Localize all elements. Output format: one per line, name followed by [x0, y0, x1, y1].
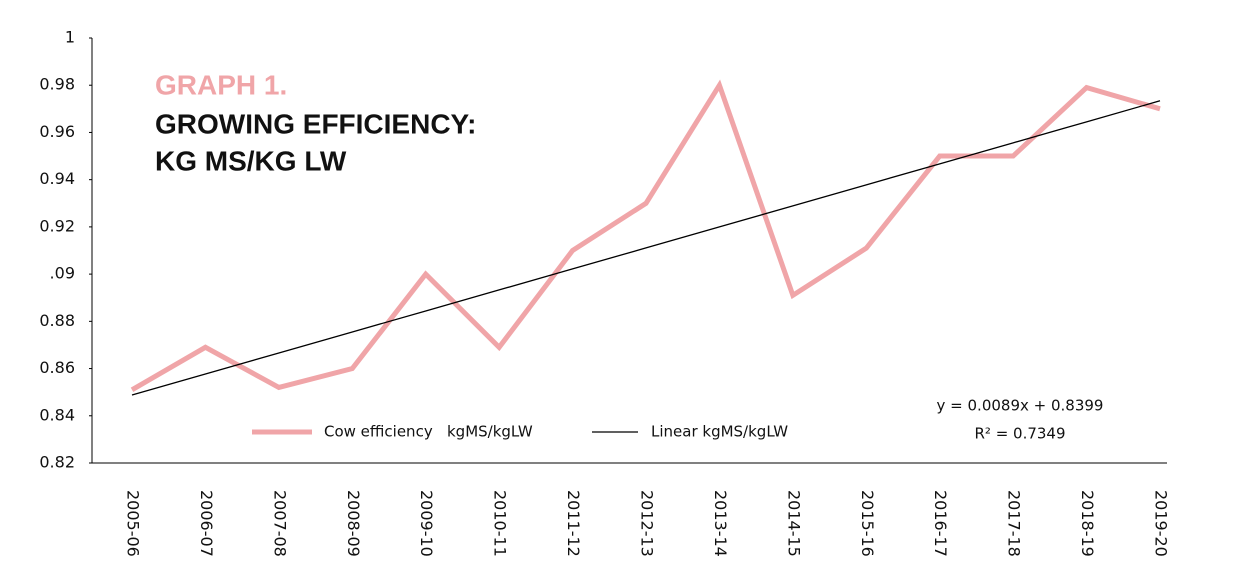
y-tick-label: 0.92	[39, 216, 75, 235]
x-tick-label: 2008-09	[344, 490, 363, 557]
x-tick-label: 2015-16	[858, 490, 877, 557]
annotation: R² = 0.7349	[974, 425, 1065, 443]
y-tick-label: 0.96	[39, 122, 75, 141]
x-tick-label: 2007-08	[270, 490, 289, 557]
series-line	[130, 79, 1161, 392]
x-tick-label: 2011-12	[564, 490, 583, 557]
chart-subtitle: KG MS/KG LW	[155, 145, 347, 176]
y-tick-label: 0.98	[39, 75, 75, 94]
annotation: y = 0.0089x + 0.8399	[937, 397, 1104, 415]
y-tick-label: 0.86	[39, 358, 75, 377]
x-tick-label: 2018-19	[1078, 490, 1097, 557]
chart-subtitle: GROWING EFFICIENCY:	[155, 108, 476, 139]
chart-title: GRAPH 1.	[155, 69, 287, 100]
x-tick-label: 2005-06	[124, 490, 143, 557]
y-tick-label: .09	[50, 264, 75, 283]
x-tick-label: 2016-17	[931, 490, 950, 557]
y-tick-label: 1	[65, 28, 75, 47]
series-line	[131, 100, 1161, 396]
y-tick-label: 0.82	[39, 453, 75, 472]
x-tick-label: 2012-13	[638, 490, 657, 557]
x-tick-label: 2013-14	[711, 490, 730, 557]
x-tick-label: 2019-20	[1152, 490, 1171, 557]
y-tick-label: 0.88	[39, 311, 75, 330]
legend-label: Linear kgMS/kgLW	[651, 423, 788, 441]
y-tick-label: 0.94	[39, 169, 75, 188]
legend-label: Cow efficiency kgMS/kgLW	[324, 423, 533, 441]
x-tick-label: 2009-10	[417, 490, 436, 557]
x-tick-label: 2006-07	[197, 490, 216, 557]
x-tick-label: 2010-11	[491, 490, 510, 557]
x-tick-label: 2014-15	[784, 490, 803, 557]
x-tick-label: 2017-18	[1005, 490, 1024, 557]
y-tick-label: 0.84	[39, 405, 75, 424]
